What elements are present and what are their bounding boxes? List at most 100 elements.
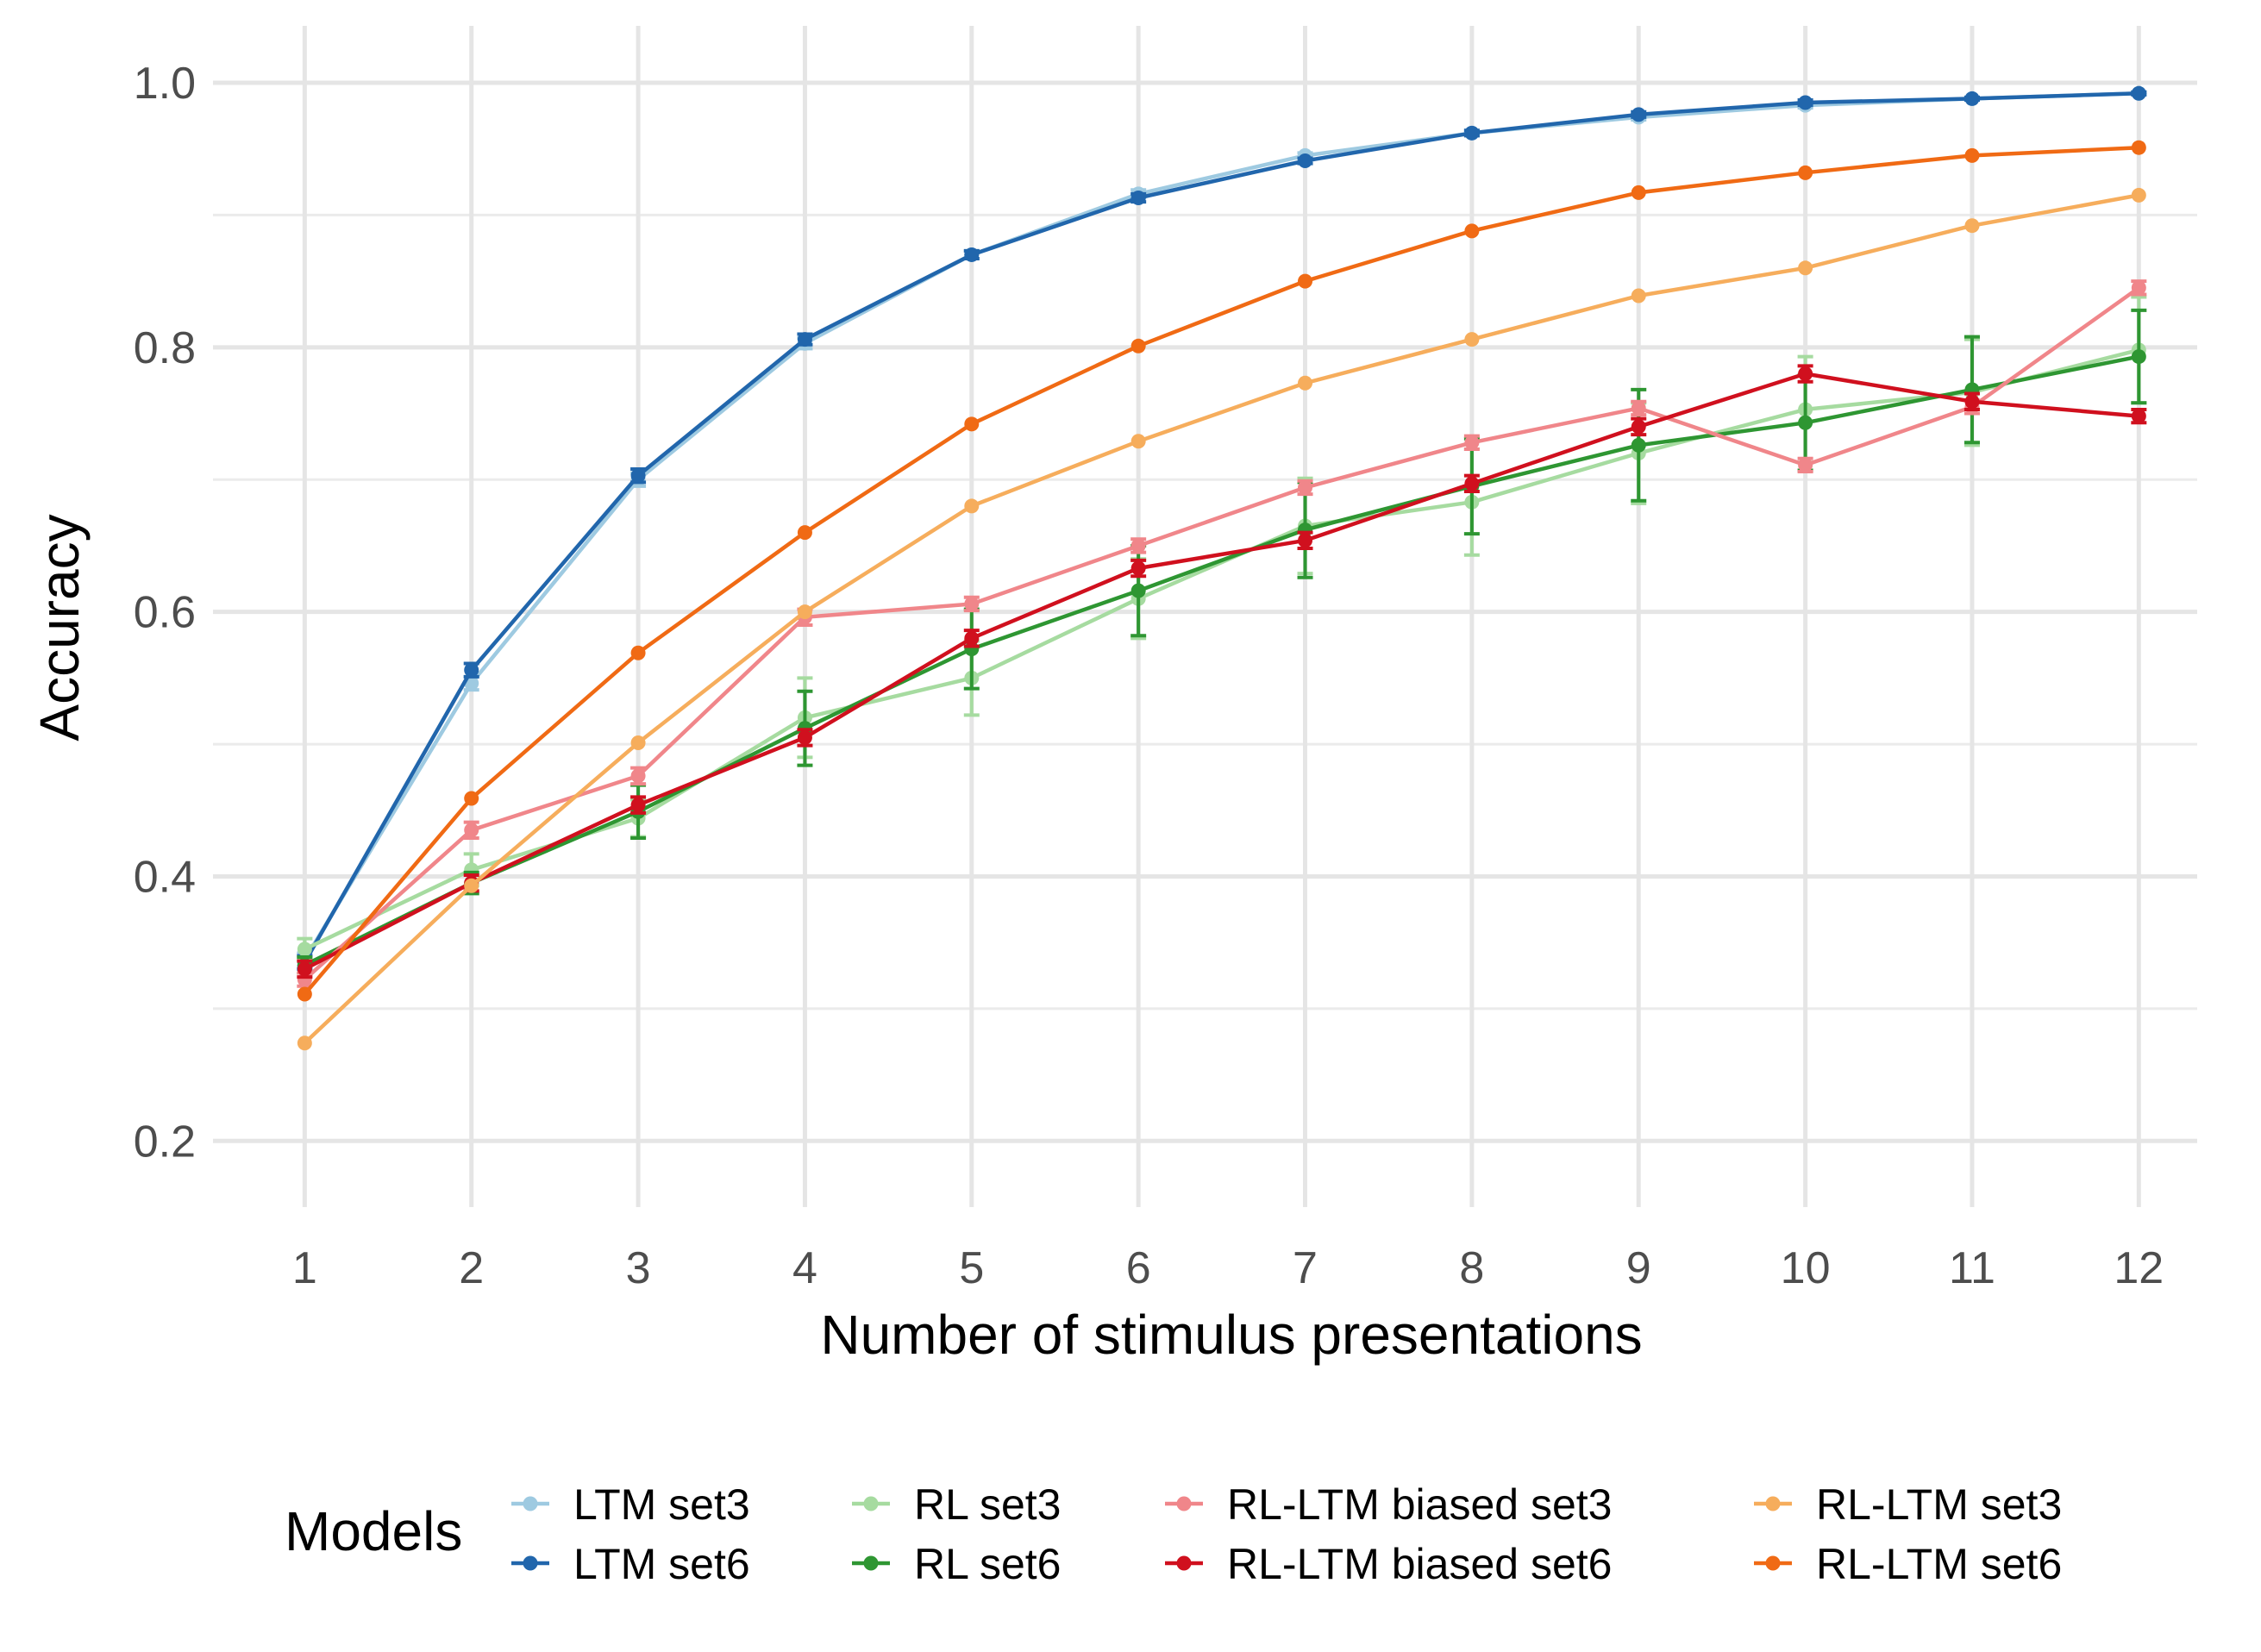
x-tick-label: 9: [1626, 1243, 1651, 1293]
legend-label: LTM set3: [573, 1480, 750, 1529]
legend-item: RL-LTM set6: [1754, 1540, 2062, 1588]
data-point: [2131, 85, 2146, 101]
data-point: [1298, 273, 1313, 289]
data-point: [2131, 187, 2146, 203]
legend-key-point: [523, 1555, 538, 1571]
x-tick-label: 6: [1126, 1243, 1151, 1293]
legend-label: RL-LTM set6: [1816, 1540, 2062, 1588]
y-axis-title: Accuracy: [28, 514, 91, 741]
x-tick-label: 8: [1459, 1243, 1484, 1293]
data-point: [297, 961, 312, 977]
data-point: [964, 498, 980, 514]
series-line: [303, 91, 2139, 961]
legend-item: RL-LTM set3: [1754, 1480, 2062, 1529]
legend-key-point: [1176, 1496, 1192, 1511]
data-point: [964, 630, 980, 646]
data-point: [1464, 476, 1480, 491]
legend-key-point: [863, 1555, 879, 1571]
legend-label: LTM set6: [573, 1540, 750, 1588]
x-tick-label: 4: [792, 1243, 817, 1293]
data-point: [964, 247, 980, 262]
y-tick-label: 0.4: [134, 852, 196, 902]
data-point: [1631, 185, 1646, 200]
data-point: [797, 729, 812, 745]
series: [297, 187, 2146, 1051]
x-tick-label: 12: [2114, 1243, 2164, 1293]
data-point: [1631, 400, 1646, 416]
x-tick-label: 2: [459, 1243, 484, 1293]
data-point: [297, 986, 312, 1002]
x-axis-tick-labels: 1 2 3 4 5 6 7 8 9 10 11 12: [292, 1243, 2164, 1293]
data-point: [1464, 435, 1480, 450]
data-point: [1798, 260, 1813, 276]
legend-label: RL-LTM biased set6: [1227, 1540, 1612, 1588]
x-tick-label: 1: [292, 1243, 317, 1293]
legend-items: LTM set3 LTM set6 RL set3 RL set6 RL-LTM bia…: [511, 1480, 2062, 1588]
data-point: [630, 468, 646, 484]
data-point: [1798, 457, 1813, 472]
x-axis-title: Number of stimulus presentations: [820, 1304, 1642, 1366]
data-point: [1631, 437, 1646, 453]
y-axis-tick-labels: 0.2 0.4 0.6 0.8 1.0: [134, 59, 196, 1167]
x-tick-label: 10: [1781, 1243, 1831, 1293]
legend-item: LTM set6: [511, 1540, 750, 1588]
series-line: [303, 193, 2139, 1045]
data-point: [797, 525, 812, 541]
legend-key-point: [1176, 1555, 1192, 1571]
data-point: [1464, 223, 1480, 239]
data-point: [1130, 338, 1146, 354]
data-point: [1298, 375, 1313, 391]
data-point: [1798, 415, 1813, 430]
x-tick-label: 11: [1949, 1243, 1995, 1293]
data-point: [297, 942, 312, 957]
data-point: [2131, 349, 2146, 365]
x-tick-label: 3: [626, 1243, 651, 1293]
data-point: [1464, 332, 1480, 347]
x-tick-label: 7: [1293, 1243, 1318, 1293]
data-point: [1631, 419, 1646, 435]
legend-label: RL-LTM biased set3: [1227, 1480, 1612, 1529]
series-line: [304, 354, 2139, 967]
legend: Models LTM set3 LTM set6 RL set3 RL set6 RL-…: [285, 1480, 2062, 1588]
legend-key-point: [1765, 1555, 1781, 1571]
data-point: [630, 645, 646, 660]
series: [297, 85, 2147, 971]
data-point: [630, 735, 646, 751]
data-point: [1798, 165, 1813, 180]
legend-item: LTM set3: [511, 1480, 750, 1529]
data-point: [464, 878, 479, 893]
data-point: [464, 823, 479, 838]
data-point: [1798, 366, 1813, 382]
data-point: [1298, 153, 1313, 169]
data-point: [1798, 95, 1813, 110]
legend-label: RL set3: [914, 1480, 1061, 1529]
data-point: [1130, 190, 1146, 205]
x-tick-label: 5: [959, 1243, 984, 1293]
data-point: [797, 332, 812, 347]
series: [297, 364, 2147, 979]
data-point: [1464, 125, 1480, 141]
series-line: [303, 91, 2139, 964]
data-point: [2131, 140, 2146, 155]
data-point: [1298, 533, 1313, 548]
legend-key-point: [1765, 1496, 1781, 1511]
data-point: [1130, 560, 1146, 576]
legend-item: RL set3: [852, 1480, 1061, 1529]
legend-label: RL-LTM set3: [1816, 1480, 2062, 1529]
legend-title: Models: [285, 1500, 462, 1562]
data-point: [1631, 288, 1646, 303]
data-point: [964, 416, 980, 432]
data-point: [464, 791, 479, 806]
data-point: [964, 596, 980, 611]
data-point: [1964, 218, 1980, 234]
data-point: [1631, 107, 1646, 122]
data-point: [1130, 538, 1146, 554]
data-point: [2131, 280, 2146, 296]
legend-item: RL set6: [852, 1540, 1061, 1588]
data-point: [797, 604, 812, 620]
legend-key-point: [863, 1496, 879, 1511]
data-point: [1964, 91, 1980, 106]
data-point: [1964, 147, 1980, 163]
